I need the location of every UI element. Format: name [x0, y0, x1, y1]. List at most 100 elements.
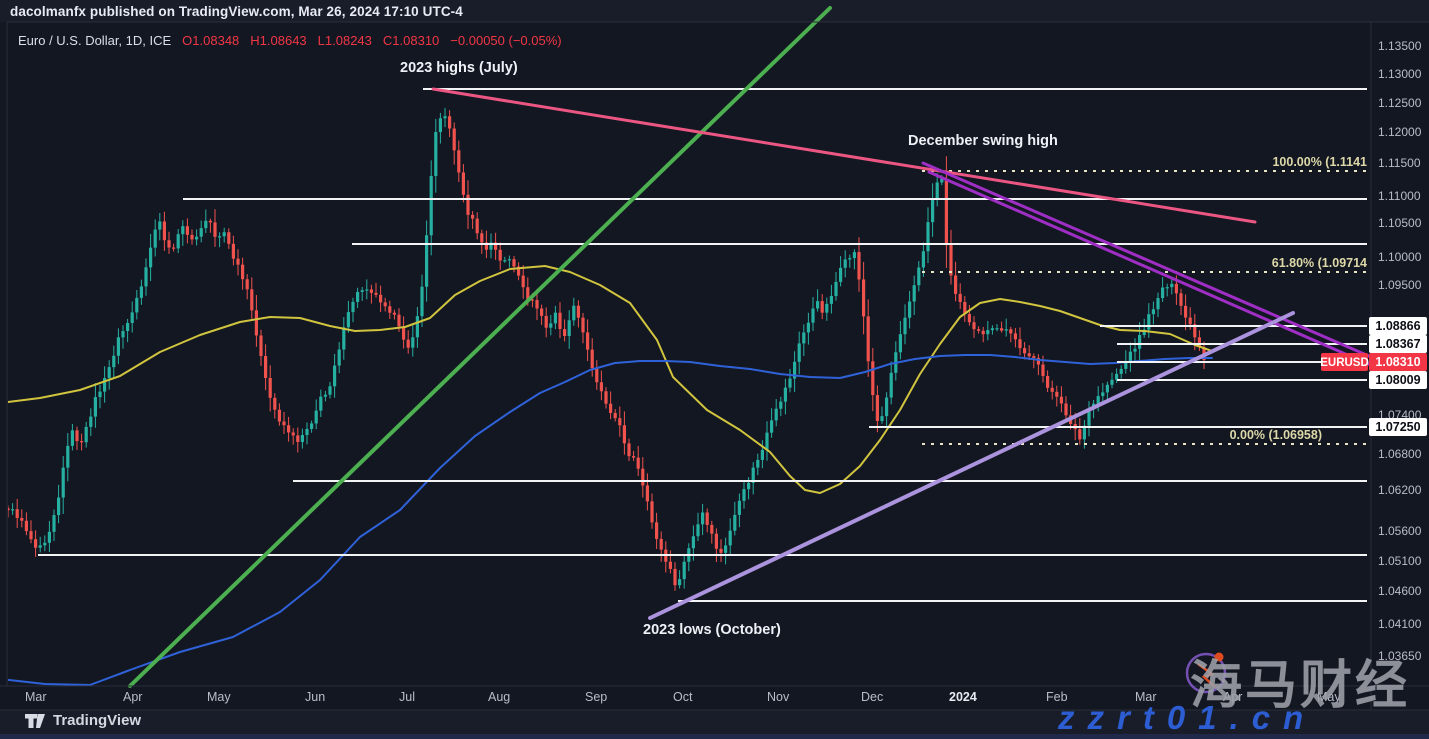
ohlc-low: L1.08243 — [317, 33, 372, 48]
candle-body — [659, 538, 663, 550]
candle-body — [576, 305, 580, 318]
candle-body — [98, 391, 102, 398]
candle-body — [1128, 351, 1132, 362]
descending-trendline-from-2023-high[interactable] — [431, 87, 1257, 224]
candle-body — [526, 287, 530, 300]
candle-body — [613, 412, 617, 419]
candle-body — [282, 421, 286, 426]
price-change: −0.00050 (−0.05%) — [450, 33, 562, 48]
candle-body — [636, 457, 640, 469]
candle-body — [701, 512, 705, 525]
candle-body — [38, 545, 42, 548]
candle-body — [549, 323, 553, 328]
candle-body — [604, 391, 608, 404]
candle-body — [760, 449, 764, 460]
candle-body — [793, 361, 797, 379]
candle-body — [356, 291, 360, 302]
candle-body — [751, 467, 755, 483]
candle-body — [724, 545, 728, 553]
candle-body — [530, 299, 534, 301]
fib-level-label: 61.80% (1.09714 — [1272, 256, 1367, 270]
price-axis-label: 1.06200 — [1378, 483, 1422, 497]
candle-body — [668, 561, 672, 569]
candle-body — [259, 335, 263, 357]
tradingview-brand[interactable]: TradingView — [53, 712, 142, 729]
footer-bar: TradingView — [24, 712, 141, 729]
watermark-url-text: zzrt01.cn — [1058, 699, 1317, 736]
candle-body — [204, 220, 208, 229]
candle-body — [834, 281, 838, 297]
candle-body — [425, 235, 429, 287]
symbol-title[interactable]: Euro / U.S. Dollar, 1D, ICE — [18, 33, 172, 48]
candle-body — [480, 233, 484, 243]
candle-body — [535, 300, 539, 309]
candle-body — [1018, 339, 1022, 349]
price-badge-text: 1.08866 — [1375, 319, 1420, 333]
candle-body — [503, 260, 507, 262]
candle-body — [277, 409, 281, 422]
candle-body — [586, 332, 590, 350]
candle-body — [1174, 283, 1178, 294]
price-axis-label: 1.12000 — [1378, 125, 1422, 139]
candle-body — [1184, 305, 1188, 318]
candle-body — [250, 289, 254, 311]
candle-body — [820, 301, 824, 313]
candle-body — [227, 232, 231, 244]
watermark-cjk-text: 海马财经 — [1190, 657, 1411, 715]
price-axis-label: 1.06800 — [1378, 447, 1422, 461]
major-ascending-trendline[interactable] — [128, 6, 832, 688]
candle-body — [287, 425, 291, 433]
time-axis-label: Apr — [1223, 690, 1242, 704]
candle-body — [572, 305, 576, 321]
candle-body — [448, 116, 452, 129]
candle-body — [595, 368, 599, 383]
candle-body — [825, 303, 829, 313]
annotation-text[interactable]: 2023 highs (July) — [400, 60, 518, 76]
candle-body — [521, 275, 525, 288]
candle-body — [632, 456, 636, 458]
candle-body — [567, 320, 571, 336]
candle-body — [402, 326, 406, 340]
price-axis-label: 1.05600 — [1378, 524, 1422, 538]
time-axis-label: May — [207, 690, 231, 704]
candle-body — [29, 531, 33, 540]
candle-body — [986, 330, 990, 335]
bottom-strip — [0, 734, 1429, 739]
candle-body — [926, 222, 930, 252]
candle-body — [816, 301, 820, 309]
candle-body — [84, 426, 88, 443]
candle-body — [829, 296, 833, 304]
candle-body — [75, 430, 79, 442]
candle-body — [471, 214, 475, 219]
candle-body — [443, 116, 447, 119]
candle-body — [8, 508, 10, 511]
tradingview-logo-icon[interactable] — [24, 713, 46, 729]
candle-body — [1197, 337, 1201, 348]
time-axis-label: Sep — [585, 690, 607, 704]
annotation-text[interactable]: 2023 lows (October) — [643, 622, 781, 638]
ascending-support-from-october-low[interactable] — [648, 311, 1295, 620]
annotation-text[interactable]: December swing high — [908, 133, 1058, 149]
watermark-logo-icon — [1185, 652, 1227, 694]
candle-body — [797, 343, 801, 362]
candle-body — [719, 548, 723, 553]
descending-channel-lower[interactable] — [927, 170, 1416, 386]
candle-body — [139, 286, 143, 298]
candle-body — [112, 355, 116, 368]
candle-body — [70, 430, 74, 446]
fib-level-label: 100.00% (1.1141 — [1272, 155, 1367, 169]
candle-body — [1009, 329, 1013, 334]
candle-body — [880, 416, 884, 421]
top-strip — [0, 0, 1429, 22]
candle-body — [678, 579, 682, 586]
candle-body — [875, 395, 879, 421]
candle-body — [195, 236, 199, 240]
price-axis-label: 1.04600 — [1378, 584, 1422, 598]
candle-body — [1096, 396, 1100, 404]
candle-body — [57, 497, 61, 516]
price-badge-text: 1.07250 — [1375, 420, 1420, 434]
candle-body — [981, 330, 985, 335]
candle-body — [475, 218, 479, 234]
descending-channel-upper[interactable] — [921, 161, 1410, 375]
